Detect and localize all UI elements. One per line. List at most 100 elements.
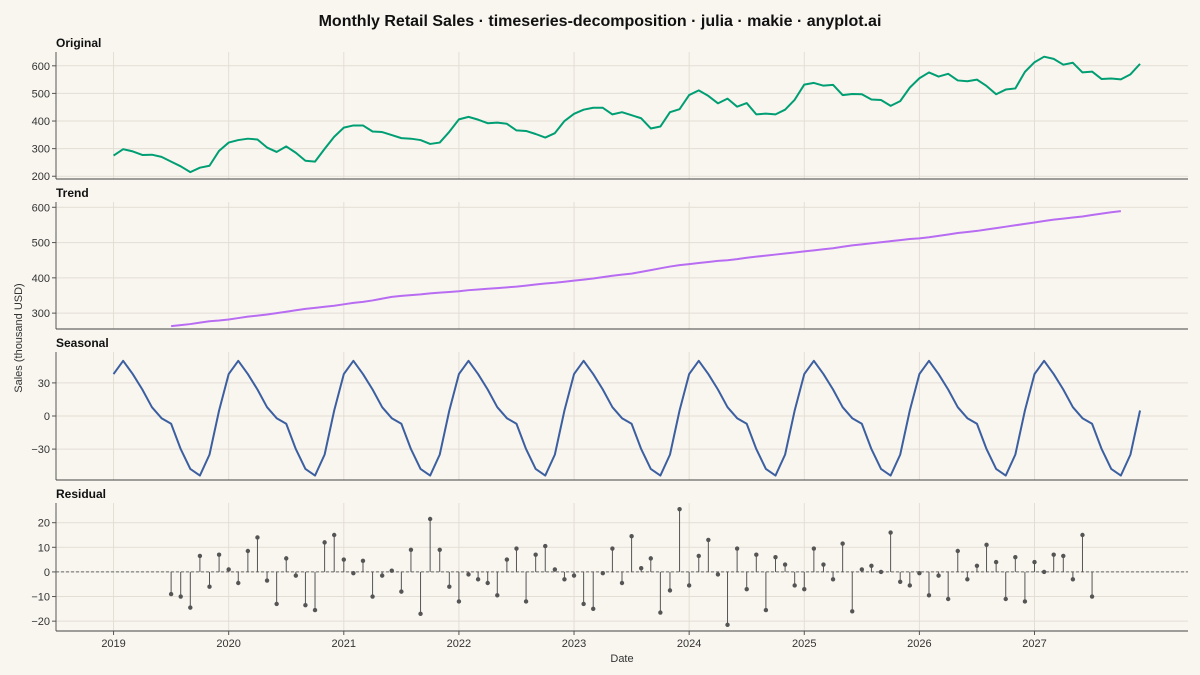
residual-point <box>447 584 452 589</box>
residual-point <box>945 596 951 602</box>
residual-point <box>475 577 481 582</box>
residual-point <box>370 594 375 599</box>
x-axis-label: Date <box>610 653 633 665</box>
residual-point <box>878 569 884 575</box>
residual-point <box>1022 599 1028 604</box>
x-tick-label: 2026 <box>907 638 931 650</box>
panels-group: 200300400500600Original300400500600Trend… <box>31 36 1188 650</box>
residual-point <box>744 586 749 592</box>
residual-point <box>495 593 500 598</box>
residual-point <box>677 506 682 512</box>
y-tick-label: 500 <box>32 238 50 250</box>
series-line-seasonal <box>112 359 1142 477</box>
residual-point <box>322 540 327 545</box>
residual-point <box>1061 553 1066 559</box>
panel-original: 200 300 400 500 600 Original <box>32 36 1188 183</box>
residual-point <box>1041 569 1047 575</box>
residual-point <box>984 542 989 548</box>
residual-point <box>591 606 596 612</box>
residual-point <box>667 588 673 593</box>
x-tick-label: 2021 <box>332 638 356 650</box>
residual-point <box>514 546 519 551</box>
residual-point <box>648 556 653 561</box>
x-tick-label: 2022 <box>447 638 471 650</box>
x-tick-label: 2024 <box>677 638 701 650</box>
panel-trend: 300 400 500 600 Trend <box>32 186 1188 330</box>
residual-point <box>754 552 759 557</box>
residual-point <box>581 601 586 607</box>
residual-point <box>686 583 692 588</box>
residual-point <box>610 546 615 551</box>
residual-point <box>341 557 346 562</box>
y-axis-label: Sales (thousand USD) <box>13 283 25 392</box>
residual-point <box>1032 559 1037 565</box>
residual-point <box>1089 594 1095 599</box>
residual-point <box>629 534 634 539</box>
residual-point <box>869 563 874 568</box>
residual-point <box>293 573 299 578</box>
y-tick-label: −20 <box>31 616 50 628</box>
y-tick-label: 400 <box>32 116 50 128</box>
residual-point <box>543 543 548 549</box>
residual-point <box>168 591 174 597</box>
y-tick-label: 400 <box>32 273 50 285</box>
residual-point <box>236 580 241 586</box>
panel-title-trend: Trend <box>56 186 89 200</box>
residual-point <box>379 573 385 578</box>
residual-point <box>562 577 567 582</box>
residual-point <box>418 611 423 616</box>
residual-point <box>955 548 960 554</box>
residual-point <box>638 566 644 571</box>
residual-point <box>830 577 836 582</box>
residual-point <box>811 546 817 551</box>
residual-point <box>360 558 366 564</box>
residual-point <box>792 583 797 588</box>
residual-point <box>821 562 826 567</box>
residual-point <box>226 567 231 572</box>
residual-point <box>1013 554 1018 560</box>
y-tick-label: 300 <box>32 144 50 156</box>
x-tick-label: 2020 <box>216 638 240 650</box>
panel-seasonal: −30 0 30 Seasonal <box>31 336 1188 481</box>
residual-point <box>456 599 462 604</box>
residual-point <box>926 593 932 598</box>
residual-point <box>898 579 903 584</box>
panel-title-residual: Residual <box>56 487 106 501</box>
y-tick-label: 10 <box>38 542 50 554</box>
y-tick-label: 0 <box>44 567 50 579</box>
y-tick-label: 300 <box>32 308 50 320</box>
residual-point <box>782 562 788 567</box>
residual-point <box>1051 552 1056 557</box>
chart-title: Monthly Retail Sales · timeseries-decomp… <box>319 13 882 30</box>
residual-point <box>408 547 414 552</box>
series-line-original <box>113 55 1141 174</box>
residual-point <box>571 573 577 578</box>
residual-point <box>485 580 490 586</box>
residual-point <box>552 567 558 572</box>
residual-point <box>802 586 807 592</box>
residual-point <box>888 530 893 535</box>
residual-point <box>840 541 845 546</box>
residual-point <box>715 572 721 577</box>
residual-point <box>264 578 270 583</box>
residual-point <box>965 577 970 582</box>
residual-point <box>936 573 941 578</box>
y-tick-label: 600 <box>32 61 50 73</box>
residual-point <box>993 559 999 565</box>
y-tick-label: 600 <box>32 202 50 214</box>
residual-point <box>1003 596 1008 602</box>
residual-point <box>504 557 510 562</box>
residual-point <box>859 567 865 572</box>
residual-point <box>332 532 337 538</box>
residual-point <box>533 552 538 557</box>
residual-point <box>696 553 701 559</box>
residual-point <box>658 610 663 615</box>
x-tick-label: 2023 <box>562 638 586 650</box>
residual-point <box>389 568 394 573</box>
panel-title-original: Original <box>56 36 101 50</box>
panel-residual: −20 −10 0 10 20 Residual <box>31 487 1188 632</box>
y-tick-label: 0 <box>44 411 50 423</box>
residual-point <box>706 537 711 543</box>
residual-point <box>619 580 625 586</box>
residual-point <box>1080 532 1085 538</box>
